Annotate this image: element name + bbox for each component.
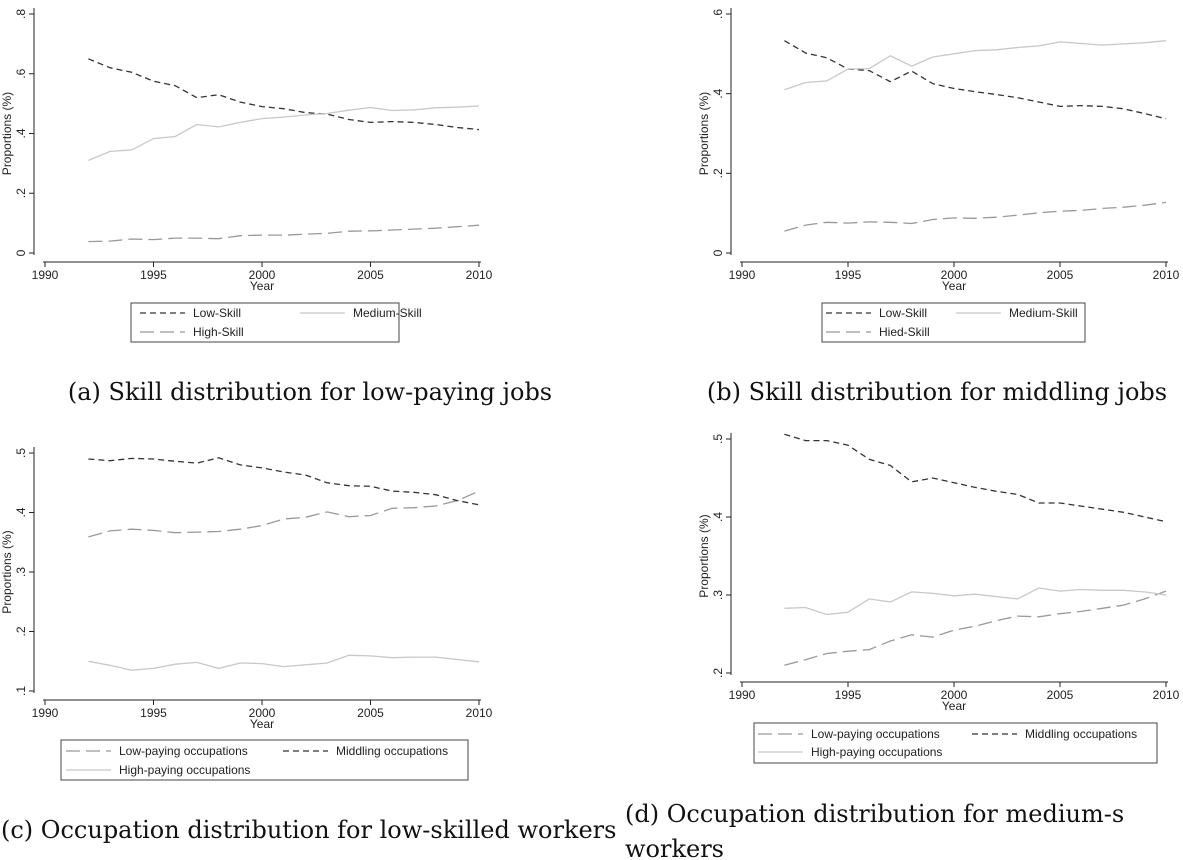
y-tick-label: .6 — [14, 68, 28, 78]
x-tick-label: 1990 — [729, 268, 756, 282]
legend-label: Medium-Skill — [353, 306, 422, 320]
legend-box — [130, 302, 400, 343]
chart-panel-d: .2 .3 .4 .5 1990 1995 2000 2005 2010 Year Proporti… — [625, 433, 1180, 860]
series-line-high-skill — [88, 224, 480, 243]
legend-box — [753, 722, 1158, 764]
y-tick-label: .2 — [14, 626, 28, 636]
y-tick-label: .3 — [711, 590, 725, 600]
series-line-low-skill — [88, 58, 480, 131]
legend-label: Hied-Skill — [879, 325, 930, 339]
series-line-medium-skill — [784, 40, 1167, 91]
legend: Low-Skill Medium-Skill High-Skill — [130, 302, 422, 343]
x-tick-label: 1995 — [140, 268, 167, 282]
y-tick-label: .2 — [14, 188, 28, 198]
series-line-middling-occupations — [784, 433, 1167, 523]
y-tick-label: .4 — [711, 88, 725, 98]
x-tick-label: 1995 — [140, 706, 167, 720]
series-line-medium-skill — [88, 105, 480, 162]
x-axis-title: Year — [942, 699, 966, 713]
x-tick-label: 2000 — [941, 268, 968, 282]
y-tick-label: .6 — [711, 9, 725, 19]
legend-label: Low-Skill — [879, 306, 927, 320]
x-tick-label: 2010 — [1153, 268, 1180, 282]
chart-panel-c: .1 .2 .3 .4 .5 1990 1995 2000 2005 2010 Year Propor… — [0, 447, 616, 844]
legend-label: Low-paying occupations — [119, 744, 248, 758]
legend-label: High-paying occupations — [811, 745, 942, 759]
y-tick-label: 0 — [14, 249, 28, 256]
legend-label: Low-paying occupations — [811, 727, 940, 741]
y-tick-label: .2 — [711, 168, 725, 178]
chart-caption: (a) Skill distribution for low-paying jo… — [68, 378, 552, 406]
x-axis-title: Year — [250, 279, 274, 293]
x-tick-label: 2005 — [1047, 268, 1074, 282]
x-tick-label: 2005 — [357, 268, 384, 282]
y-axis-title: Proportions (%) — [697, 92, 711, 175]
series-line-hied-skill — [784, 201, 1167, 232]
chart-caption: (b) Skill distribution for middling jobs — [707, 378, 1167, 406]
y-tick-label: .2 — [711, 668, 725, 678]
legend-box — [821, 302, 1086, 343]
chart-caption: (d) Occupation distribution for medium-s — [625, 800, 1124, 828]
chart-panel-a: 0 .2 .4 .6 .8 1990 1995 2000 2005 2010 Year Proport… — [0, 8, 552, 406]
series-line-low-skill — [784, 40, 1167, 120]
legend-label: Middling occupations — [1025, 727, 1137, 741]
legend: Low-Skill Medium-Skill Hied-Skill — [821, 302, 1086, 343]
y-axis-title: Proportions (%) — [0, 530, 14, 613]
legend-box — [60, 739, 469, 781]
series-line-middling-occupations — [88, 457, 480, 506]
y-tick-label: .1 — [14, 686, 28, 696]
x-tick-label: 2010 — [466, 706, 493, 720]
x-tick-label: 2000 — [941, 688, 968, 702]
x-axis-title: Year — [942, 279, 966, 293]
legend-label: Middling occupations — [336, 744, 448, 758]
x-tick-label: 1990 — [32, 706, 59, 720]
x-tick-label: 2010 — [466, 268, 493, 282]
x-tick-label: 1995 — [835, 688, 862, 702]
y-tick-label: 0 — [711, 249, 725, 256]
legend: Low-paying occupations Middling occupatio… — [60, 739, 469, 781]
y-axis-title: Proportions (%) — [0, 92, 14, 175]
series-line-high-paying-occupations — [784, 587, 1167, 616]
y-tick-label: .4 — [14, 507, 28, 517]
legend-label: Low-Skill — [193, 306, 241, 320]
y-tick-label: .3 — [14, 567, 28, 577]
x-tick-label: 1990 — [729, 688, 756, 702]
y-tick-label: .8 — [14, 9, 28, 19]
legend-label: High-Skill — [193, 325, 244, 339]
y-tick-label: .5 — [711, 434, 725, 444]
y-tick-label: .4 — [711, 512, 725, 522]
x-tick-label: 2005 — [357, 706, 384, 720]
x-axis-title: Year — [250, 717, 274, 731]
x-tick-label: 2000 — [249, 706, 276, 720]
x-tick-label: 2005 — [1047, 688, 1074, 702]
chart-panel-b: 0 .2 .4 .6 1990 1995 2000 2005 2010 Year Proportio… — [697, 8, 1180, 406]
y-tick-label: .4 — [14, 128, 28, 138]
series-line-high-paying-occupations — [88, 654, 480, 671]
x-tick-label: 2000 — [249, 268, 276, 282]
x-tick-label: 1995 — [835, 268, 862, 282]
legend: Low-paying occupations Middling occupatio… — [753, 722, 1158, 764]
chart-caption: (c) Occupation distribution for low-skil… — [1, 816, 616, 844]
series-line-low-paying-occupations — [88, 490, 480, 538]
chart-caption-line2: workers — [625, 835, 724, 860]
legend-label: Medium-Skill — [1009, 306, 1078, 320]
x-tick-label: 2010 — [1153, 688, 1180, 702]
y-axis-title: Proportions (%) — [697, 514, 711, 597]
x-tick-label: 1990 — [32, 268, 59, 282]
series-line-low-paying-occupations — [784, 590, 1167, 666]
legend-label: High-paying occupations — [119, 763, 250, 777]
y-tick-label: .5 — [14, 448, 28, 458]
